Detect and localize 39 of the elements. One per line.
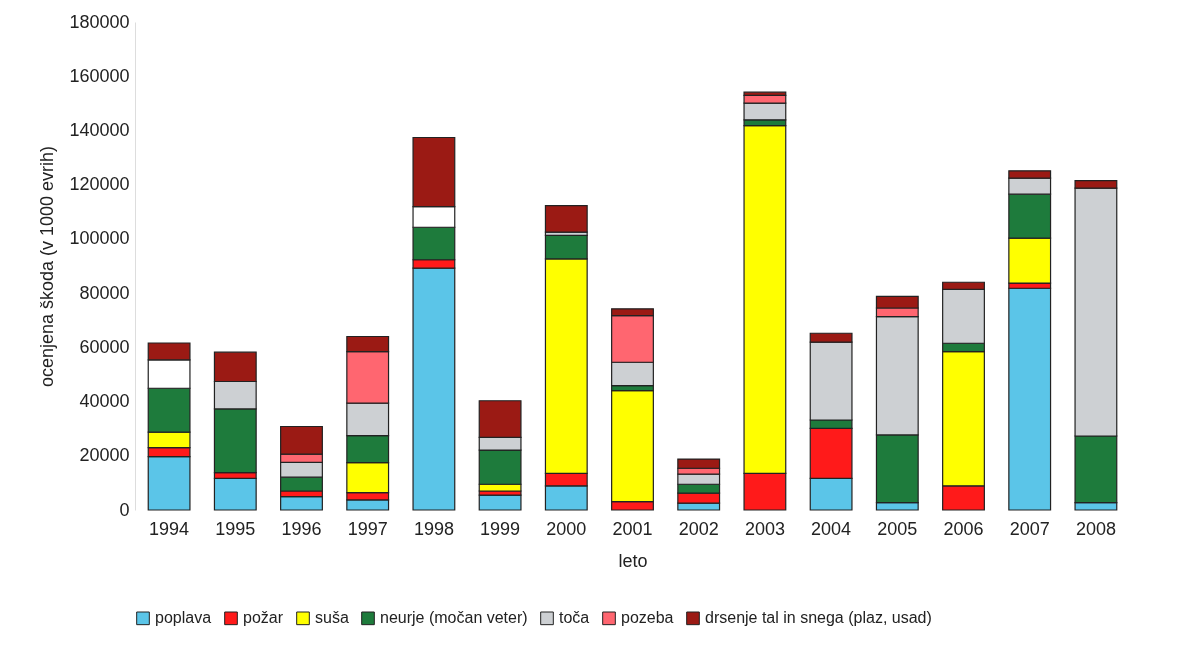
y-tick-label: 80000 xyxy=(79,282,130,303)
x-tick-label: 1997 xyxy=(347,518,388,539)
y-tick-label: 60000 xyxy=(79,336,130,357)
y-tick-label: 120000 xyxy=(69,174,130,195)
x-tick-label: 1998 xyxy=(413,518,454,539)
x-tick-label: 1994 xyxy=(149,518,190,539)
legend-label: toča xyxy=(559,609,590,627)
y-tick-label: 40000 xyxy=(79,391,130,412)
y-tick-label: 0 xyxy=(119,499,130,520)
x-tick-label: 1999 xyxy=(480,518,521,539)
x-tick-label: 2003 xyxy=(744,518,785,539)
x-axis-title: leto xyxy=(618,550,648,571)
x-tick-label: 1996 xyxy=(281,518,322,539)
x-tick-label: 2001 xyxy=(612,518,653,539)
x-tick-label: 2006 xyxy=(943,518,984,539)
x-tick-label: 2000 xyxy=(546,518,587,539)
y-tick-label: 140000 xyxy=(69,119,130,140)
legend-label: poplava xyxy=(155,609,212,627)
x-tick-label: 2002 xyxy=(678,518,719,539)
y-tick-label: 20000 xyxy=(79,445,130,466)
bar xyxy=(280,496,323,511)
x-tick-label: 2004 xyxy=(811,518,852,539)
x-tick-label: 1995 xyxy=(215,518,256,539)
y-axis-title: ocenjena škoda (v 1000 evrih) xyxy=(37,145,58,388)
x-tick-label: 2008 xyxy=(1075,518,1116,539)
legend-label: drsenje tal in snega (plaz, usad) xyxy=(705,609,932,627)
legend-label: neurje (močan veter) xyxy=(380,609,528,627)
x-tick-label: 2007 xyxy=(1009,518,1050,539)
legend-label: suša xyxy=(315,609,349,627)
legend-label: pozeba xyxy=(621,609,674,627)
bar xyxy=(478,494,522,511)
bar xyxy=(213,477,257,511)
y-tick-label: 100000 xyxy=(69,228,130,249)
legend-label: požar xyxy=(243,609,284,627)
y-tick-label: 160000 xyxy=(69,65,130,86)
bar xyxy=(544,204,588,233)
x-tick-label: 2005 xyxy=(877,518,918,539)
y-tick-label: 180000 xyxy=(69,11,130,32)
bar xyxy=(1008,287,1052,511)
